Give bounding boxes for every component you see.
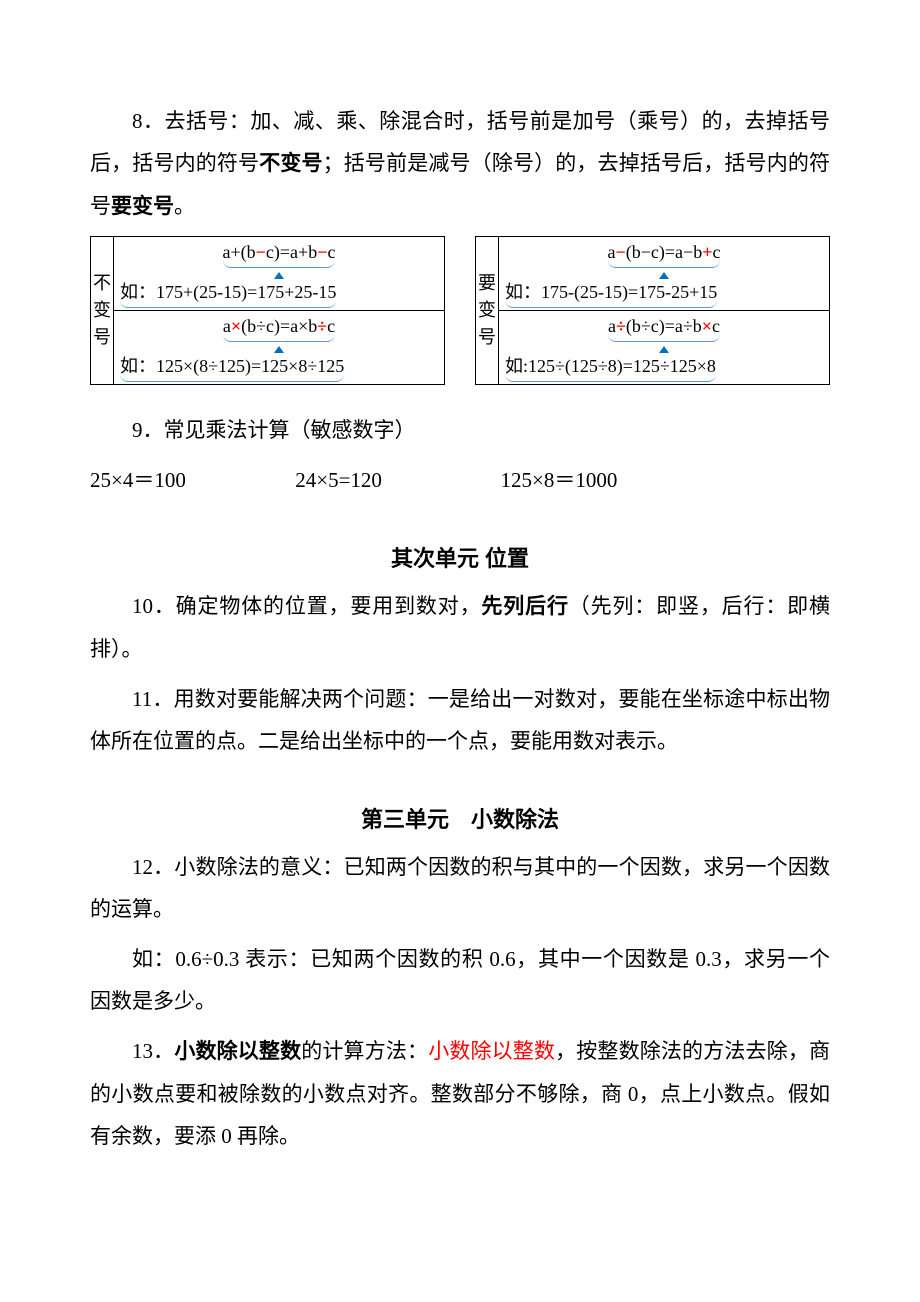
left-side-label: 不变号: [91, 237, 114, 385]
p10-bold: 先列后行: [481, 595, 568, 618]
rule-tables-row: 不变号 a+(b−c)=a+b−c 如：175+(25-15)=175+25-1…: [90, 236, 830, 385]
right-r1-formula-text: a−(b−c)=a−b+c: [608, 239, 721, 268]
right-row2-formula: a÷(b÷c)=a÷b×c: [505, 313, 823, 353]
para-12-example: 如：0.6÷0.3 表示：已知两个因数的积 0.6，其中一个因数是 0.3，求另…: [90, 938, 830, 1022]
calc-row: 25×4＝100 24×5=120 125×8＝1000: [90, 459, 830, 501]
right-side-label: 要变号: [476, 237, 499, 385]
left-row1: a+(b−c)=a+b−c 如：175+(25-15)=175+25-15: [114, 237, 445, 311]
para-12: 12．小数除法的意义：已知两个因数的积与其中的一个因数，求另一个因数的运算。: [90, 846, 830, 930]
p13-mid1: 的计算方法：: [301, 1039, 428, 1063]
p8-bold2: 要变号: [111, 195, 174, 218]
right-row2-example: 如:125÷(125÷8)=125÷125×8: [505, 353, 823, 382]
calc-3: 125×8＝1000: [501, 459, 618, 501]
arrow-icon: [659, 346, 669, 353]
right-r2-formula-text: a÷(b÷c)=a÷b×c: [608, 313, 720, 342]
calc-2: 24×5=120: [295, 459, 495, 501]
right-row2: a÷(b÷c)=a÷b×c 如:125÷(125÷8)=125÷125×8: [499, 311, 830, 385]
p10-prefix: 10．确定物体的位置，要用到数对，: [132, 594, 481, 618]
right-row1-example: 如：175-(25-15)=175-25+15: [505, 279, 823, 308]
p13-prefix: 13．: [132, 1039, 174, 1063]
left-row2-example: 如：125×(8÷125)=125×8÷125: [120, 353, 438, 382]
para-11: 11．用数对要能解决两个问题：一是给出一对数对，要能在坐标途中标出物体所在位置的…: [90, 678, 830, 762]
unit3-title: 第三单元 小数除法: [90, 802, 830, 834]
table-change: 要变号 a−(b−c)=a−b+c 如：175-(25-15)=175-25+1…: [475, 236, 830, 385]
table-no-change: 不变号 a+(b−c)=a+b−c 如：175+(25-15)=175+25-1…: [90, 236, 445, 385]
left-r2-formula-text: a×(b÷c)=a×b÷c: [223, 313, 335, 342]
p13-bold: 小数除以整数: [174, 1040, 301, 1063]
p8-suffix: 。: [174, 194, 195, 218]
right-row1: a−(b−c)=a−b+c 如：175-(25-15)=175-25+15: [499, 237, 830, 311]
left-row1-formula: a+(b−c)=a+b−c: [120, 239, 438, 279]
para-9: 9．常见乘法计算（敏感数字）: [90, 409, 830, 451]
calc-1: 25×4＝100: [90, 459, 290, 501]
arrow-icon: [274, 346, 284, 353]
left-row1-example: 如：175+(25-15)=175+25-15: [120, 279, 438, 308]
right-row1-formula: a−(b−c)=a−b+c: [505, 239, 823, 279]
para-13: 13．小数除以整数的计算方法：小数除以整数，按整数除法的方法去除，商的小数点要和…: [90, 1030, 830, 1157]
para-8: 8．去括号：加、减、乘、除混合时，括号前是加号（乘号）的，去掉括号后，括号内的符…: [90, 100, 830, 228]
left-row2-formula: a×(b÷c)=a×b÷c: [120, 313, 438, 353]
unit2-title: 其次单元 位置: [90, 541, 830, 573]
arrow-icon: [274, 272, 284, 279]
left-row2: a×(b÷c)=a×b÷c 如：125×(8÷125)=125×8÷125: [114, 311, 445, 385]
para-10: 10．确定物体的位置，要用到数对，先列后行（先列：即竖，后行：即横排）。: [90, 585, 830, 670]
arrow-icon: [659, 272, 669, 279]
p8-bold1: 不变号: [259, 152, 322, 175]
p13-red: 小数除以整数: [428, 1039, 555, 1063]
left-r1-formula-text: a+(b−c)=a+b−c: [223, 239, 336, 268]
